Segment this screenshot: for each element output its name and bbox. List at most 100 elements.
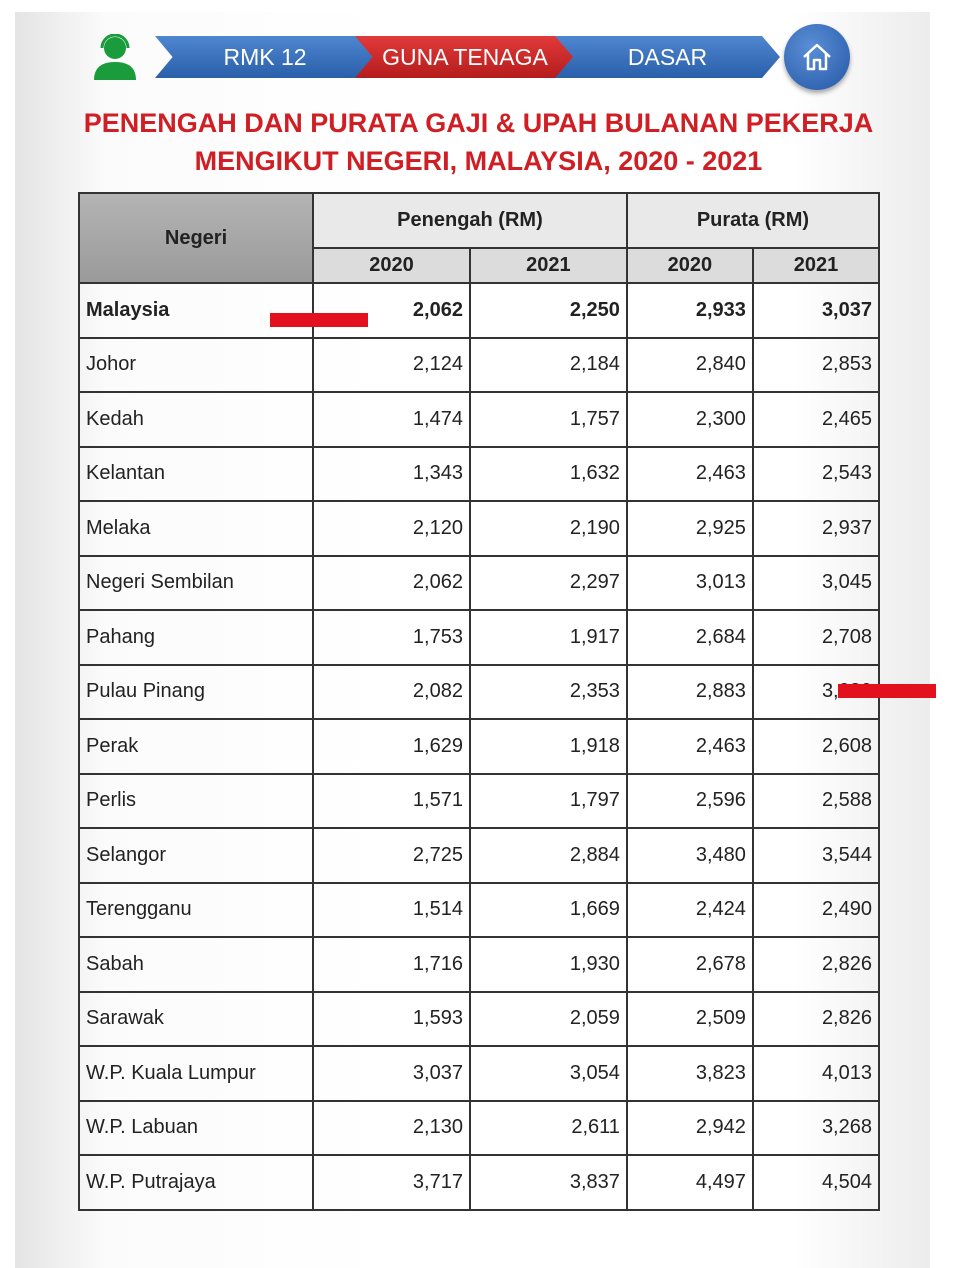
cell-value: 2,708 bbox=[751, 609, 881, 666]
cell-value: 1,753 bbox=[312, 609, 471, 666]
cell-negeri: Terengganu bbox=[78, 881, 314, 938]
cell-value: 1,930 bbox=[468, 936, 628, 993]
cell-value: 2,678 bbox=[625, 936, 754, 993]
cell-negeri: Melaka bbox=[78, 500, 314, 557]
cell-negeri: Kedah bbox=[78, 391, 314, 448]
nav-label: GUNA TENAGA bbox=[382, 43, 548, 70]
cell-value: 1,343 bbox=[312, 445, 471, 502]
cell-value: 1,716 bbox=[312, 936, 471, 993]
header-negeri: Negeri bbox=[78, 192, 314, 284]
cell-negeri: Pahang bbox=[78, 609, 314, 666]
cell-value: 2,190 bbox=[468, 500, 628, 557]
wage-table: Negeri Penengah (RM) Purata (RM) 2020 20… bbox=[78, 192, 881, 1211]
header-year: 2020 bbox=[625, 247, 754, 284]
cell-value: 2,124 bbox=[312, 336, 471, 393]
cell-value: 1,669 bbox=[468, 881, 628, 938]
cell-value: 3,544 bbox=[751, 827, 881, 884]
cell-negeri: W.P. Kuala Lumpur bbox=[78, 1045, 314, 1102]
table-row: W.P. Labuan 2,130 2,611 2,942 3,268 bbox=[78, 1099, 881, 1156]
table-row: W.P. Kuala Lumpur 3,037 3,054 3,823 4,013 bbox=[78, 1045, 881, 1102]
table-row: W.P. Putrajaya 3,717 3,837 4,497 4,504 bbox=[78, 1154, 881, 1211]
cell-value: 2,465 bbox=[751, 391, 881, 448]
cell-value: 1,571 bbox=[312, 772, 471, 829]
cell-value: 3,054 bbox=[468, 1045, 628, 1102]
cell-value: 1,474 bbox=[312, 391, 471, 448]
cell-value: 2,300 bbox=[625, 391, 754, 448]
cell-value: 1,918 bbox=[468, 718, 628, 775]
nav-guna-tenaga[interactable]: GUNA TENAGA bbox=[355, 36, 575, 78]
cell-value: 2,853 bbox=[751, 336, 881, 393]
cell-value: 2,933 bbox=[625, 282, 754, 339]
cell-negeri: W.P. Labuan bbox=[78, 1099, 314, 1156]
cell-negeri: Perlis bbox=[78, 772, 314, 829]
cell-value: 2,937 bbox=[751, 500, 881, 557]
cell-negeri: Negeri Sembilan bbox=[78, 554, 314, 611]
cell-value: 4,504 bbox=[751, 1154, 881, 1211]
cell-value: 2,725 bbox=[312, 827, 471, 884]
cell-value: 4,013 bbox=[751, 1045, 881, 1102]
cell-negeri: Perak bbox=[78, 718, 314, 775]
cell-negeri: Pulau Pinang bbox=[78, 663, 314, 720]
cell-value: 2,120 bbox=[312, 500, 471, 557]
cell-value: 1,629 bbox=[312, 718, 471, 775]
cell-negeri: Selangor bbox=[78, 827, 314, 884]
cell-value: 2,840 bbox=[625, 336, 754, 393]
cell-negeri: Kelantan bbox=[78, 445, 314, 502]
cell-value: 2,424 bbox=[625, 881, 754, 938]
header-penengah: Penengah (RM) bbox=[312, 192, 628, 249]
cell-value: 3,268 bbox=[751, 1099, 881, 1156]
cell-value: 2,062 bbox=[312, 554, 471, 611]
cell-value: 3,045 bbox=[751, 554, 881, 611]
cell-value: 2,826 bbox=[751, 990, 881, 1047]
table-row: Sabah 1,716 1,930 2,678 2,826 bbox=[78, 936, 881, 993]
cell-negeri: Sarawak bbox=[78, 990, 314, 1047]
cell-value: 2,543 bbox=[751, 445, 881, 502]
highlight-mark bbox=[838, 684, 936, 698]
nav-dasar[interactable]: DASAR bbox=[555, 36, 780, 78]
table-row: Terengganu 1,514 1,669 2,424 2,490 bbox=[78, 881, 881, 938]
home-button[interactable] bbox=[784, 24, 850, 90]
header-year: 2020 bbox=[312, 247, 471, 284]
cell-negeri: Johor bbox=[78, 336, 314, 393]
cell-value: 1,917 bbox=[468, 609, 628, 666]
cell-value: 3,037 bbox=[751, 282, 881, 339]
cell-value: 2,883 bbox=[625, 663, 754, 720]
cell-value: 1,593 bbox=[312, 990, 471, 1047]
cell-value: 1,514 bbox=[312, 881, 471, 938]
cell-value: 1,632 bbox=[468, 445, 628, 502]
cell-value: 4,497 bbox=[625, 1154, 754, 1211]
cell-value: 1,757 bbox=[468, 391, 628, 448]
cell-value: 1,797 bbox=[468, 772, 628, 829]
table-row: Selangor 2,725 2,884 3,480 3,544 bbox=[78, 827, 881, 884]
table-row: Sarawak 1,593 2,059 2,509 2,826 bbox=[78, 990, 881, 1047]
table-row: Perak 1,629 1,918 2,463 2,608 bbox=[78, 718, 881, 775]
cell-value: 2,490 bbox=[751, 881, 881, 938]
cell-value: 3,837 bbox=[468, 1154, 628, 1211]
table-row: Negeri Sembilan 2,062 2,297 3,013 3,045 bbox=[78, 554, 881, 611]
cell-value: 3,480 bbox=[625, 827, 754, 884]
table-row: Johor 2,124 2,184 2,840 2,853 bbox=[78, 336, 881, 393]
cell-value: 2,925 bbox=[625, 500, 754, 557]
header-year: 2021 bbox=[468, 247, 628, 284]
cell-value: 2,611 bbox=[468, 1099, 628, 1156]
cell-value: 2,184 bbox=[468, 336, 628, 393]
home-icon bbox=[803, 43, 831, 71]
table-row: Kelantan 1,343 1,632 2,463 2,543 bbox=[78, 445, 881, 502]
cell-value: 2,059 bbox=[468, 990, 628, 1047]
nav-rmk12[interactable]: RMK 12 bbox=[155, 36, 375, 78]
table-row: Pahang 1,753 1,917 2,684 2,708 bbox=[78, 609, 881, 666]
cell-value: 2,250 bbox=[468, 282, 628, 339]
cell-value: 2,463 bbox=[625, 718, 754, 775]
nav-label: DASAR bbox=[627, 43, 708, 70]
table-row: Kedah 1,474 1,757 2,300 2,465 bbox=[78, 391, 881, 448]
cell-value: 2,588 bbox=[751, 772, 881, 829]
cell-value: 2,062 bbox=[312, 282, 471, 339]
page-title-line2: MENGIKUT NEGERI, MALAYSIA, 2020 - 2021 bbox=[194, 146, 763, 176]
cell-value: 2,684 bbox=[625, 609, 754, 666]
cell-value: 2,082 bbox=[312, 663, 471, 720]
highlight-mark bbox=[270, 313, 368, 327]
table-row: Malaysia 2,062 2,250 2,933 3,037 bbox=[78, 282, 881, 339]
cell-value: 2,353 bbox=[468, 663, 628, 720]
cell-value: 2,297 bbox=[468, 554, 628, 611]
